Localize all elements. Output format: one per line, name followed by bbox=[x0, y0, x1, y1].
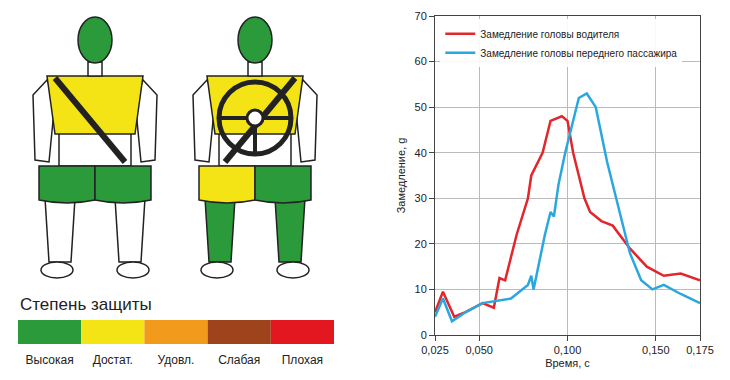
svg-text:Время, с: Время, с bbox=[545, 357, 590, 369]
svg-text:40: 40 bbox=[415, 147, 427, 159]
svg-text:Замедление головы переднего па: Замедление головы переднего пассажира bbox=[480, 48, 677, 59]
svg-text:Замедление головы водителя: Замедление головы водителя bbox=[480, 29, 619, 40]
svg-text:Удовл.: Удовл. bbox=[158, 353, 195, 367]
svg-text:0,050: 0,050 bbox=[465, 344, 493, 356]
svg-text:Достат.: Достат. bbox=[93, 353, 133, 367]
svg-text:30: 30 bbox=[415, 192, 427, 204]
svg-text:0: 0 bbox=[421, 329, 427, 341]
svg-text:10: 10 bbox=[415, 283, 427, 295]
svg-text:Замедление, g: Замедление, g bbox=[395, 138, 407, 214]
svg-text:0,100: 0,100 bbox=[554, 344, 582, 356]
svg-text:60: 60 bbox=[415, 55, 427, 67]
svg-text:0,025: 0,025 bbox=[421, 344, 449, 356]
svg-text:Степень защиты: Степень защиты bbox=[20, 295, 152, 314]
svg-text:Высокая: Высокая bbox=[26, 353, 74, 367]
svg-text:Слабая: Слабая bbox=[218, 353, 260, 367]
svg-text:0,150: 0,150 bbox=[642, 344, 670, 356]
svg-text:70: 70 bbox=[415, 10, 427, 22]
svg-text:50: 50 bbox=[415, 101, 427, 113]
svg-text:Плохая: Плохая bbox=[282, 353, 323, 367]
svg-text:0,175: 0,175 bbox=[686, 344, 714, 356]
svg-text:20: 20 bbox=[415, 238, 427, 250]
